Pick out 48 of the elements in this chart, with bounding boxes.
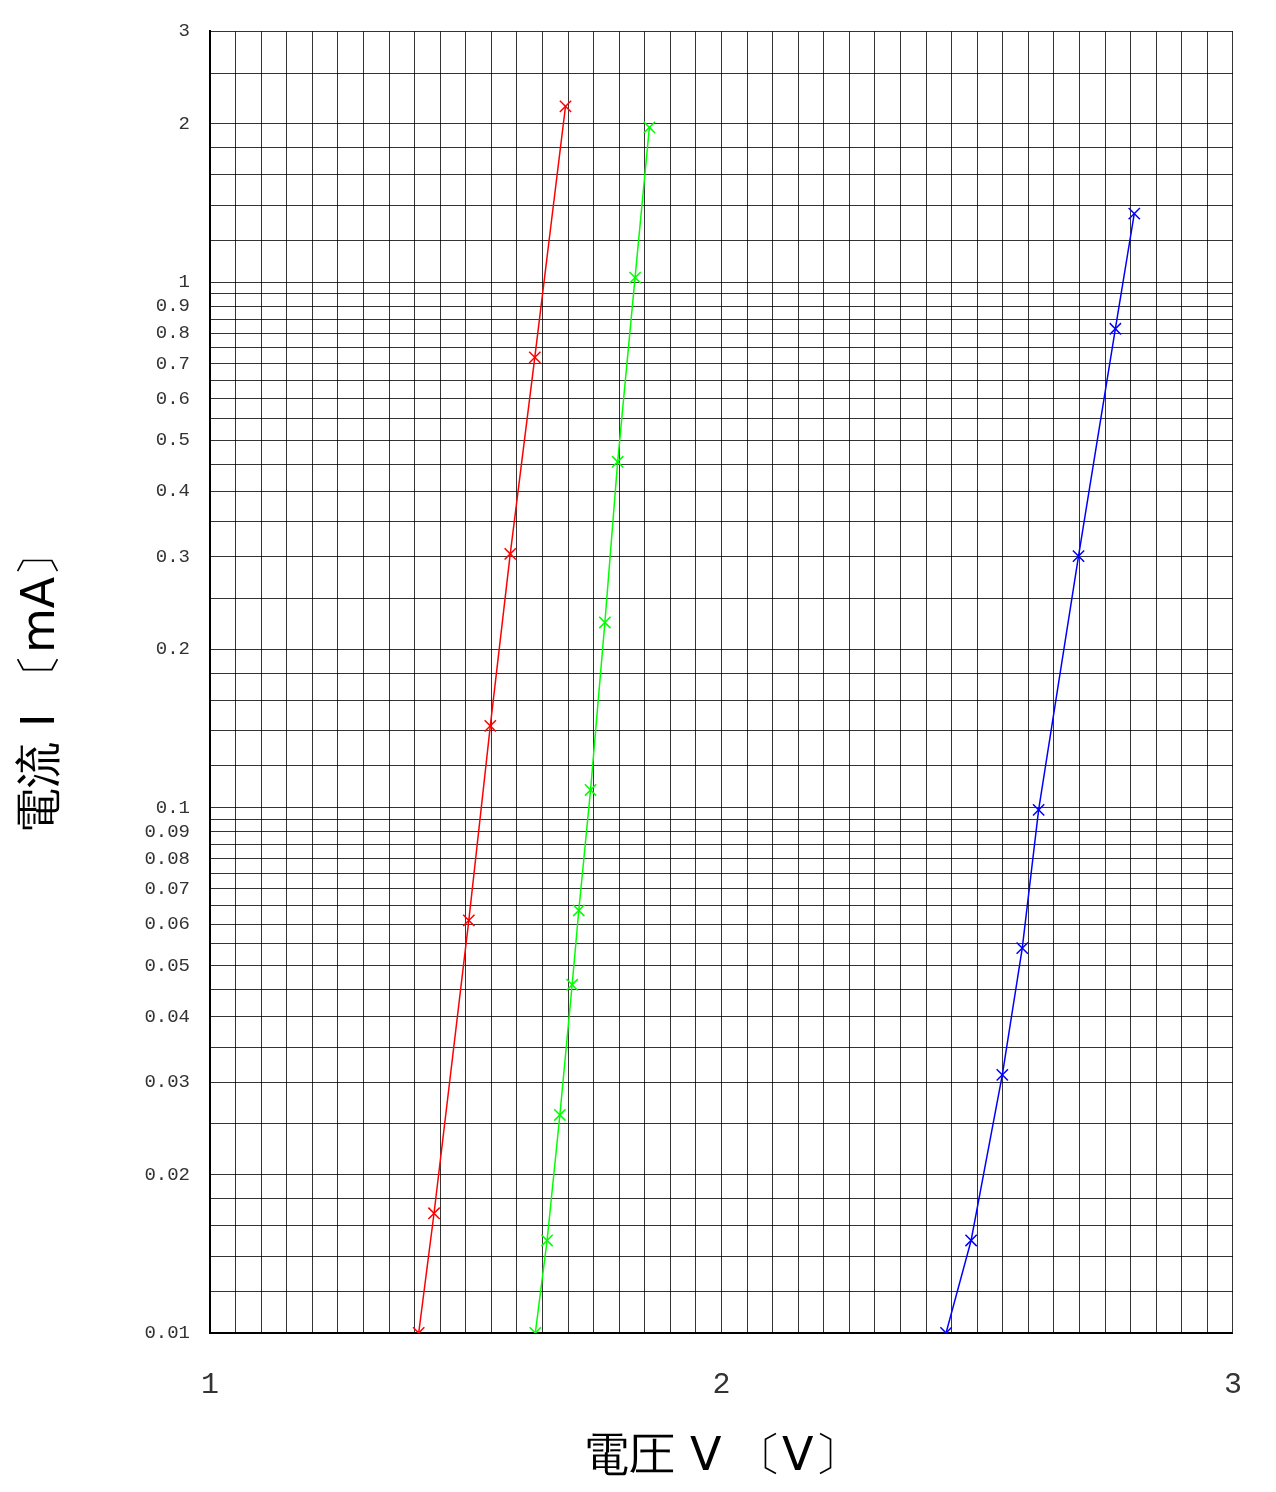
y-tick-label: 0.6 xyxy=(155,387,190,410)
point xyxy=(540,1234,554,1247)
point xyxy=(462,913,476,927)
x-axis-title: 電圧 V 〔V〕 xyxy=(583,1427,860,1482)
y-tick-label: 0.4 xyxy=(155,480,190,503)
y-tick-label: 0.07 xyxy=(144,877,190,900)
y-tick-label: 0.06 xyxy=(144,913,190,936)
point xyxy=(1015,941,1029,955)
point xyxy=(1127,207,1141,221)
point xyxy=(559,99,572,113)
point xyxy=(1072,549,1085,563)
point xyxy=(1032,803,1046,817)
point xyxy=(611,455,625,469)
y-tick-label: 0.09 xyxy=(144,820,190,843)
point xyxy=(427,1206,441,1220)
y-tick-label: 2 xyxy=(178,112,190,135)
point xyxy=(528,350,542,364)
y-tick-label: 0.3 xyxy=(155,545,190,568)
y-tick-label: 0.05 xyxy=(144,954,190,977)
y-tick-label: 0.2 xyxy=(155,638,190,661)
y-tick-label: 0.02 xyxy=(144,1163,190,1186)
point xyxy=(964,1234,978,1247)
point xyxy=(628,271,642,284)
point xyxy=(503,547,517,561)
y-tick-label: 0.5 xyxy=(155,429,190,452)
point xyxy=(483,719,497,733)
point xyxy=(995,1068,1009,1082)
point xyxy=(1108,322,1122,336)
y-tick-label: 0.1 xyxy=(155,796,190,819)
y-axis-title: 電流 I 〔mA〕 xyxy=(10,530,65,834)
y-tick-label: 3 xyxy=(178,20,190,43)
y-tick-label: 0.7 xyxy=(155,352,190,375)
y-tick-label: 0.08 xyxy=(144,847,190,870)
x-tick-label: 1 xyxy=(200,1367,220,1402)
x-tick-label: 3 xyxy=(1223,1367,1243,1402)
point xyxy=(553,1108,567,1122)
point xyxy=(572,904,586,917)
y-tick-label: 0.03 xyxy=(144,1071,190,1094)
point xyxy=(565,978,579,992)
y-tick-label: 0.8 xyxy=(155,322,190,345)
point xyxy=(642,120,656,134)
y-tick-label: 0.04 xyxy=(144,1005,190,1028)
y-tick-label: 0.9 xyxy=(155,295,190,318)
x-tick-label: 2 xyxy=(712,1367,731,1402)
point xyxy=(598,616,612,629)
y-tick-label: 1 xyxy=(178,271,190,294)
point xyxy=(584,783,597,797)
y-tick-label: 0.01 xyxy=(144,1322,190,1345)
